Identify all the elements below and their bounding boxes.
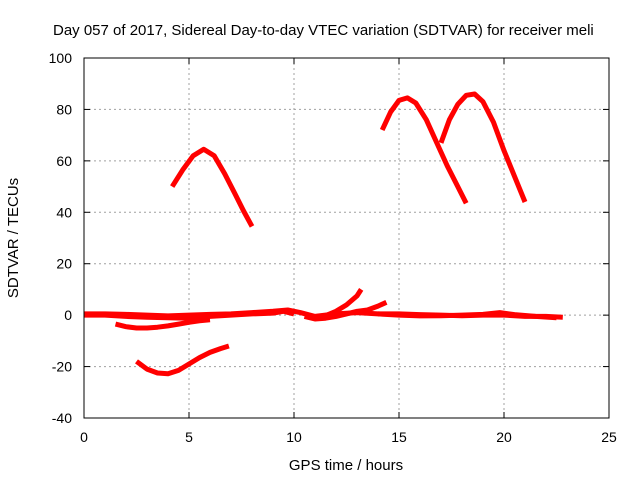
axis-ticks xyxy=(83,57,610,419)
series-line-arc-2 xyxy=(379,95,469,205)
series-line-arc-10 xyxy=(377,310,557,321)
y-tick-label: 60 xyxy=(56,153,72,169)
y-tick-label: -40 xyxy=(52,410,72,426)
y-tick-labels: -40 -20 0 20 40 60 80 100 xyxy=(49,50,73,426)
x-tick-label: 5 xyxy=(185,429,193,445)
y-tick-label: 0 xyxy=(64,307,72,323)
y-tick-label: 20 xyxy=(56,256,72,272)
x-tick-label: 20 xyxy=(496,429,512,445)
x-tick-label: 15 xyxy=(391,429,407,445)
chart-title: Day 057 of 2017, Sidereal Day-to-day VTE… xyxy=(53,22,594,39)
x-tick-labels: 0 5 10 15 20 25 xyxy=(80,429,617,445)
x-axis-label: GPS time / hours xyxy=(289,457,403,474)
data-series xyxy=(84,91,563,377)
x-tick-label: 0 xyxy=(80,429,88,445)
plot-frame xyxy=(83,57,610,419)
series-line-arc-9 xyxy=(314,288,364,321)
y-tick-label: -20 xyxy=(52,359,72,375)
y-axis-label: SDTVAR / TECUs xyxy=(5,178,22,298)
series-line-arc-3 xyxy=(438,91,528,203)
series-line-arc-7 xyxy=(84,308,295,321)
y-tick-label: 40 xyxy=(56,204,72,220)
series-line-arc-4 xyxy=(135,343,230,377)
grid-lines xyxy=(84,58,609,418)
y-tick-label: 100 xyxy=(49,50,73,66)
series-line-arc-5 xyxy=(114,317,211,331)
series-line-arc-1 xyxy=(170,146,255,228)
x-tick-label: 10 xyxy=(286,429,302,445)
x-tick-label: 25 xyxy=(601,429,617,445)
y-tick-label: 80 xyxy=(56,101,72,117)
